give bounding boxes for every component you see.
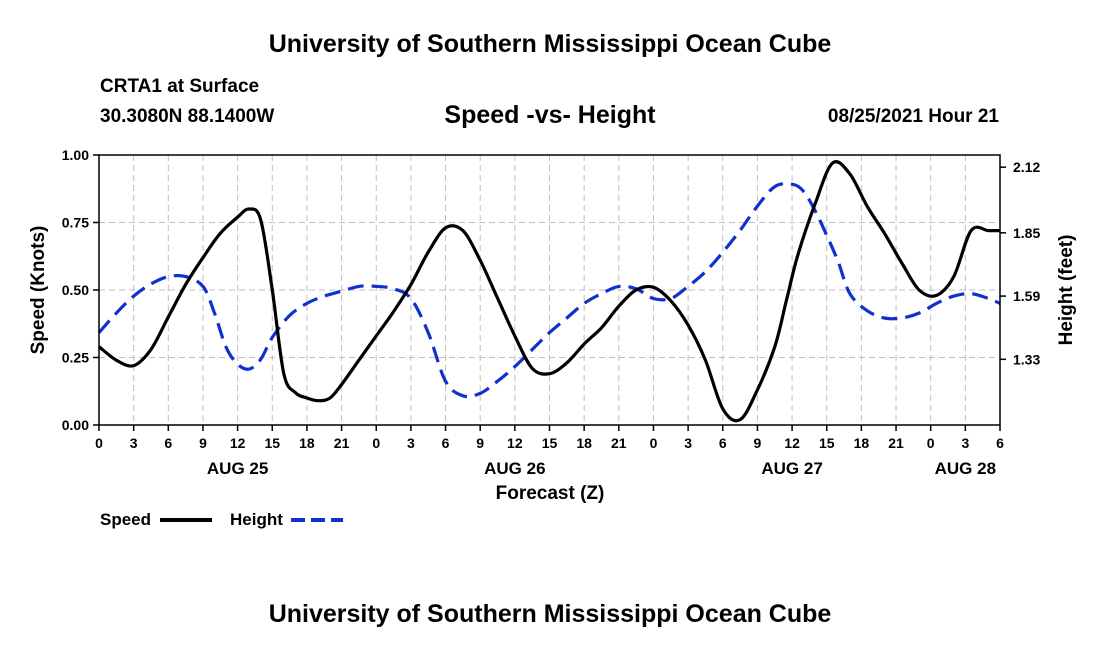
x-tick-label: 12	[784, 435, 800, 451]
x-tick-label: 3	[130, 435, 138, 451]
date-label: AUG 27	[761, 459, 822, 478]
page-title: University of Southern Mississippi Ocean…	[268, 30, 832, 58]
series-line-speed	[98, 160, 1000, 423]
footer-title: University of Southern Mississippi Ocean…	[268, 600, 832, 628]
x-tick-label: 18	[576, 435, 592, 451]
x-tick-label: 0	[927, 435, 935, 451]
datetime-label: 08/25/2021 Hour 21	[827, 106, 999, 127]
y-axis-label: Speed (Knots)	[28, 226, 49, 355]
x-tick-label: 15	[264, 435, 280, 451]
x-tick-label: 3	[407, 435, 415, 451]
x-axis-label: Forecast (Z)	[496, 483, 605, 504]
x-tick-label: 21	[611, 435, 627, 451]
x-tick-label: 18	[299, 435, 315, 451]
series-line-height	[97, 182, 1001, 399]
station-label: CRTA1 at Surface	[100, 76, 260, 97]
x-tick-label: 12	[507, 435, 523, 451]
x-tick-label: 18	[854, 435, 870, 451]
x-tick-label: 0	[650, 435, 658, 451]
x-tick-label: 6	[719, 435, 727, 451]
x-tick-label: 12	[230, 435, 246, 451]
x-tick-label: 15	[819, 435, 835, 451]
date-label: AUG 26	[484, 459, 545, 478]
grid-layer	[99, 155, 1000, 425]
x-tick-label: 15	[542, 435, 558, 451]
date-label: AUG 28	[935, 459, 996, 478]
y-tick-label: 0.25	[62, 350, 89, 366]
legend-label-height: Height	[230, 510, 283, 529]
x-tick-label: 6	[996, 435, 1004, 451]
y2-tick-label: 1.59	[1013, 288, 1040, 304]
legend: Speed Height	[100, 510, 343, 529]
x-tick-label: 6	[442, 435, 450, 451]
x-tick-label: 9	[754, 435, 762, 451]
legend-label-speed: Speed	[100, 510, 151, 529]
axis-layer: 0 3 6 9 12 15 18 21 0 3 6 9 12 15 18 21 0 3 6 9 12 15 18 21 0 3 6 0…	[62, 147, 1041, 478]
date-label: AUG 25	[207, 459, 268, 478]
y-tick-label: 0.00	[62, 417, 89, 433]
x-tick-label: 9	[476, 435, 484, 451]
x-tick-label: 21	[334, 435, 350, 451]
x-tick-label: 9	[199, 435, 207, 451]
series-layer	[97, 160, 1001, 423]
x-tick-label: 0	[95, 435, 103, 451]
y2-tick-label: 1.85	[1013, 225, 1040, 241]
y-tick-label: 0.75	[62, 215, 89, 231]
y-tick-label: 1.00	[62, 147, 89, 163]
x-tick-label: 3	[961, 435, 969, 451]
y-tick-label: 0.50	[62, 282, 89, 298]
x-tick-label: 6	[164, 435, 172, 451]
y2-tick-label: 2.12	[1013, 159, 1040, 175]
y2-axis-label: Height (feet)	[1056, 235, 1077, 346]
y2-tick-label: 1.33	[1013, 351, 1040, 367]
x-tick-label: 21	[888, 435, 904, 451]
x-tick-label: 0	[372, 435, 380, 451]
plot-title: Speed -vs- Height	[444, 101, 656, 129]
coordinates-label: 30.3080N 88.1400W	[100, 106, 275, 127]
x-tick-label: 3	[684, 435, 692, 451]
